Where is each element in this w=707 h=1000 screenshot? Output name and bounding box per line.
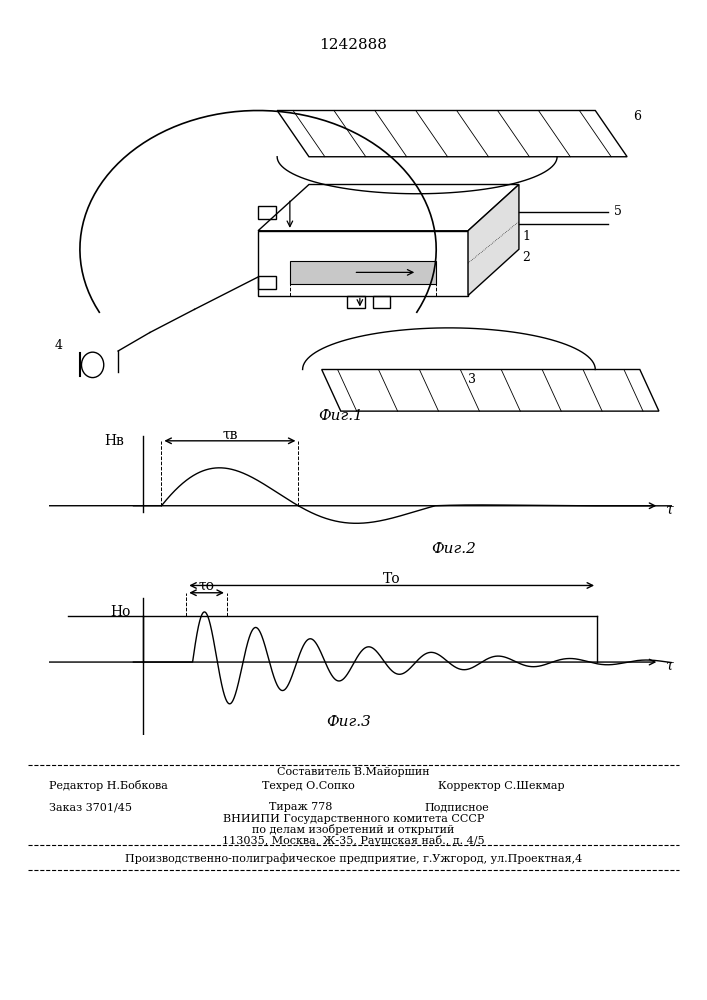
Bar <box>258 276 276 289</box>
Polygon shape <box>258 231 468 296</box>
Text: Корректор С.Шекмар: Корректор С.Шекмар <box>438 781 565 791</box>
Text: Тираж 778: Тираж 778 <box>269 802 332 812</box>
Text: τв: τв <box>222 428 238 442</box>
Text: 113035, Москва, Ж-35, Раушская наб., д. 4/5: 113035, Москва, Ж-35, Раушская наб., д. … <box>222 835 485 846</box>
Polygon shape <box>322 369 659 411</box>
Text: Но: Но <box>110 605 130 619</box>
Text: 1242888: 1242888 <box>320 38 387 52</box>
Text: Фиг.2: Фиг.2 <box>431 542 477 556</box>
Text: Фиг.3: Фиг.3 <box>326 715 370 729</box>
Text: 1: 1 <box>522 230 530 243</box>
Text: То: То <box>383 572 400 586</box>
Text: Редактор Н.Бобкова: Редактор Н.Бобкова <box>49 780 168 791</box>
Bar <box>347 296 365 308</box>
Text: Подписное: Подписное <box>424 802 489 812</box>
Text: τ: τ <box>665 502 673 516</box>
Text: Заказ 3701/45: Заказ 3701/45 <box>49 802 132 812</box>
Bar <box>373 296 390 308</box>
Text: 5: 5 <box>614 205 622 218</box>
Ellipse shape <box>81 352 104 378</box>
Text: τ: τ <box>665 658 673 672</box>
Polygon shape <box>290 261 436 284</box>
Text: Техред О.Сопко: Техред О.Сопко <box>262 781 354 791</box>
Text: 6: 6 <box>633 110 641 123</box>
Text: Фиг.1: Фиг.1 <box>318 409 363 423</box>
Bar <box>258 206 276 219</box>
Text: 2: 2 <box>522 251 530 264</box>
Text: τо: τо <box>199 579 215 593</box>
Polygon shape <box>277 110 627 157</box>
Text: Составитель В.Майоршин: Составитель В.Майоршин <box>277 767 430 777</box>
Polygon shape <box>258 184 519 231</box>
Text: Нв: Нв <box>104 434 124 448</box>
Text: 3: 3 <box>468 373 476 386</box>
Text: ВНИИПИ Государственного комитета СССР: ВНИИПИ Государственного комитета СССР <box>223 814 484 824</box>
Polygon shape <box>468 184 519 296</box>
Text: 4: 4 <box>54 339 62 352</box>
Text: по делам изобретений и открытий: по делам изобретений и открытий <box>252 824 455 835</box>
Text: Производственно-полиграфическое предприятие, г.Ужгород, ул.Проектная,4: Производственно-полиграфическое предприя… <box>125 853 582 864</box>
